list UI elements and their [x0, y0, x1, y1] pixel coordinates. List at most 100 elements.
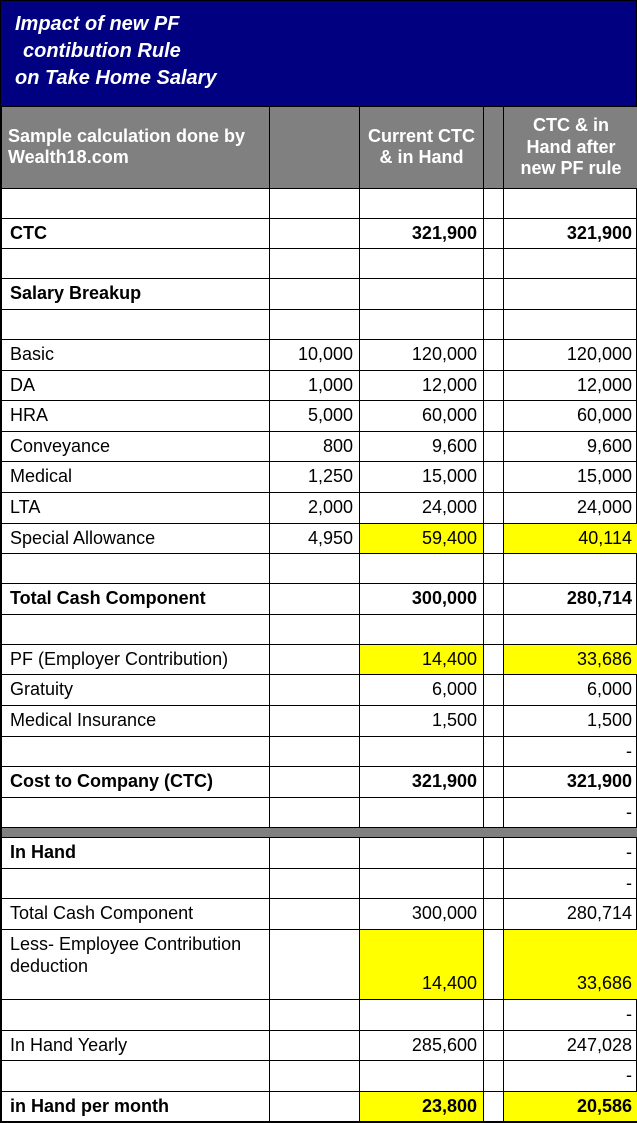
ctc2-label: Cost to Company (CTC)	[2, 767, 270, 798]
da-after: 12,000	[504, 370, 637, 401]
header-sample: Sample calculation done by Wealth18.com	[2, 107, 270, 189]
in-hand-month-current: 23,800	[360, 1091, 484, 1122]
conveyance-after: 9,600	[504, 431, 637, 462]
table-row: Gratuity 6,000 6,000	[2, 675, 637, 706]
dash-cell: -	[504, 736, 637, 767]
ctc2-current: 321,900	[360, 767, 484, 798]
basic-current: 120,000	[360, 339, 484, 370]
total-cash-current: 300,000	[360, 584, 484, 615]
medical-after: 15,000	[504, 462, 637, 493]
dash-cell: -	[504, 838, 637, 869]
medical-label: Medical	[2, 462, 270, 493]
header-after: CTC & in Hand after new PF rule	[504, 107, 637, 189]
table-row: -	[2, 1061, 637, 1092]
table-row: HRA 5,000 60,000 60,000	[2, 401, 637, 432]
lta-monthly: 2,000	[270, 492, 360, 523]
table-row: -	[2, 868, 637, 899]
total-cash-after: 280,714	[504, 584, 637, 615]
table-row: Cost to Company (CTC) 321,900 321,900	[2, 767, 637, 798]
table-row: Total Cash Component 300,000 280,714	[2, 584, 637, 615]
table-row: Medical 1,250 15,000 15,000	[2, 462, 637, 493]
table-row: in Hand per month 23,800 20,586	[2, 1091, 637, 1122]
table-row: PF (Employer Contribution) 14,400 33,686	[2, 644, 637, 675]
lta-current: 24,000	[360, 492, 484, 523]
dash-cell: -	[504, 868, 637, 899]
hra-label: HRA	[2, 401, 270, 432]
special-monthly: 4,950	[270, 523, 360, 554]
in-hand-yearly-after: 247,028	[504, 1030, 637, 1061]
hra-monthly: 5,000	[270, 401, 360, 432]
salary-breakup-label: Salary Breakup	[2, 279, 270, 310]
lta-label: LTA	[2, 492, 270, 523]
table-row	[2, 309, 637, 339]
special-current: 59,400	[360, 523, 484, 554]
table-row: -	[2, 1000, 637, 1031]
separator-row	[2, 828, 637, 838]
table-row: Basic 10,000 120,000 120,000	[2, 339, 637, 370]
table-row: Conveyance 800 9,600 9,600	[2, 431, 637, 462]
conveyance-current: 9,600	[360, 431, 484, 462]
ctc-current: 321,900	[360, 218, 484, 249]
salary-table: Sample calculation done by Wealth18.com …	[1, 106, 637, 1122]
title-line-1: Impact of new PF	[15, 11, 622, 38]
hra-after: 60,000	[504, 401, 637, 432]
table-row: Special Allowance 4,950 59,400 40,114	[2, 523, 637, 554]
header-blank-2	[484, 107, 504, 189]
table-row: Salary Breakup	[2, 279, 637, 310]
basic-label: Basic	[2, 339, 270, 370]
hra-current: 60,000	[360, 401, 484, 432]
table-row: In Hand Yearly 285,600 247,028	[2, 1030, 637, 1061]
table-row: LTA 2,000 24,000 24,000	[2, 492, 637, 523]
less-emp-current: 14,400	[360, 930, 484, 1000]
in-hand-month-after: 20,586	[504, 1091, 637, 1122]
table-row: -	[2, 797, 637, 828]
basic-monthly: 10,000	[270, 339, 360, 370]
total-cash2-current: 300,000	[360, 899, 484, 930]
special-after: 40,114	[504, 523, 637, 554]
total-cash2-label: Total Cash Component	[2, 899, 270, 930]
salary-table-container: Impact of new PF contibution Rule on Tak…	[0, 0, 637, 1123]
gratuity-current: 6,000	[360, 675, 484, 706]
gratuity-after: 6,000	[504, 675, 637, 706]
less-emp-label: Less- Employee Contribution deduction	[2, 930, 270, 1000]
table-row: Total Cash Component 300,000 280,714	[2, 899, 637, 930]
title-block: Impact of new PF contibution Rule on Tak…	[1, 1, 636, 106]
dash-cell: -	[504, 1000, 637, 1031]
table-row: DA 1,000 12,000 12,000	[2, 370, 637, 401]
pf-employer-label: PF (Employer Contribution)	[2, 644, 270, 675]
medical-monthly: 1,250	[270, 462, 360, 493]
in-hand-month-label: in Hand per month	[2, 1091, 270, 1122]
total-cash2-after: 280,714	[504, 899, 637, 930]
table-row: In Hand -	[2, 838, 637, 869]
title-line-2: contibution Rule	[15, 38, 622, 65]
table-row: -	[2, 736, 637, 767]
in-hand-label: In Hand	[2, 838, 270, 869]
title-line-3: on Take Home Salary	[15, 65, 622, 92]
da-current: 12,000	[360, 370, 484, 401]
da-label: DA	[2, 370, 270, 401]
dash-cell: -	[504, 1061, 637, 1092]
table-row: Medical Insurance 1,500 1,500	[2, 705, 637, 736]
basic-after: 120,000	[504, 339, 637, 370]
medical-current: 15,000	[360, 462, 484, 493]
special-label: Special Allowance	[2, 523, 270, 554]
gratuity-label: Gratuity	[2, 675, 270, 706]
med-ins-label: Medical Insurance	[2, 705, 270, 736]
med-ins-after: 1,500	[504, 705, 637, 736]
conveyance-monthly: 800	[270, 431, 360, 462]
table-row	[2, 188, 637, 218]
less-emp-after: 33,686	[504, 930, 637, 1000]
header-row: Sample calculation done by Wealth18.com …	[2, 107, 637, 189]
ctc2-after: 321,900	[504, 767, 637, 798]
da-monthly: 1,000	[270, 370, 360, 401]
conveyance-label: Conveyance	[2, 431, 270, 462]
header-current: Current CTC & in Hand	[360, 107, 484, 189]
ctc-label: CTC	[2, 218, 270, 249]
header-blank-1	[270, 107, 360, 189]
table-row	[2, 554, 637, 584]
lta-after: 24,000	[504, 492, 637, 523]
table-row: CTC 321,900 321,900	[2, 218, 637, 249]
pf-employer-current: 14,400	[360, 644, 484, 675]
pf-employer-after: 33,686	[504, 644, 637, 675]
in-hand-yearly-current: 285,600	[360, 1030, 484, 1061]
